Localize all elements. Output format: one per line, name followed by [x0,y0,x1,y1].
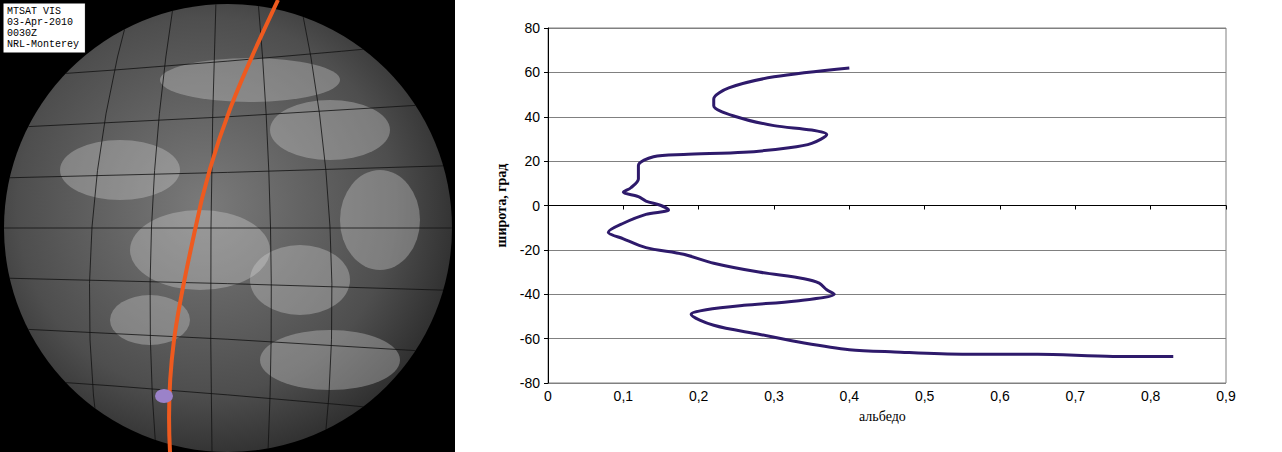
svg-text:-60: -60 [520,331,540,347]
svg-text:0: 0 [532,198,540,214]
svg-text:-80: -80 [520,375,540,391]
svg-text:40: 40 [524,109,540,125]
svg-text:0,3: 0,3 [764,388,784,404]
svg-text:0,6: 0,6 [990,388,1010,404]
svg-text:широта, град: широта, град [494,164,509,248]
svg-text:0,9: 0,9 [1216,388,1236,404]
svg-text:0030Z: 0030Z [7,28,37,39]
svg-text:0: 0 [544,388,552,404]
svg-text:-40: -40 [520,286,540,302]
svg-text:0,2: 0,2 [689,388,709,404]
svg-text:60: 60 [524,64,540,80]
svg-text:альбедо: альбедо [859,409,906,424]
svg-text:03-Apr-2010: 03-Apr-2010 [7,17,73,28]
svg-text:-20: -20 [520,242,540,258]
svg-text:0,4: 0,4 [840,388,860,404]
svg-text:0,8: 0,8 [1141,388,1161,404]
svg-text:0,1: 0,1 [614,388,634,404]
svg-text:80: 80 [524,20,540,36]
svg-text:0,5: 0,5 [915,388,935,404]
svg-text:NRL-Monterey: NRL-Monterey [7,39,79,50]
svg-text:MTSAT VIS: MTSAT VIS [7,6,61,17]
svg-text:0,7: 0,7 [1066,388,1086,404]
svg-text:20: 20 [524,153,540,169]
